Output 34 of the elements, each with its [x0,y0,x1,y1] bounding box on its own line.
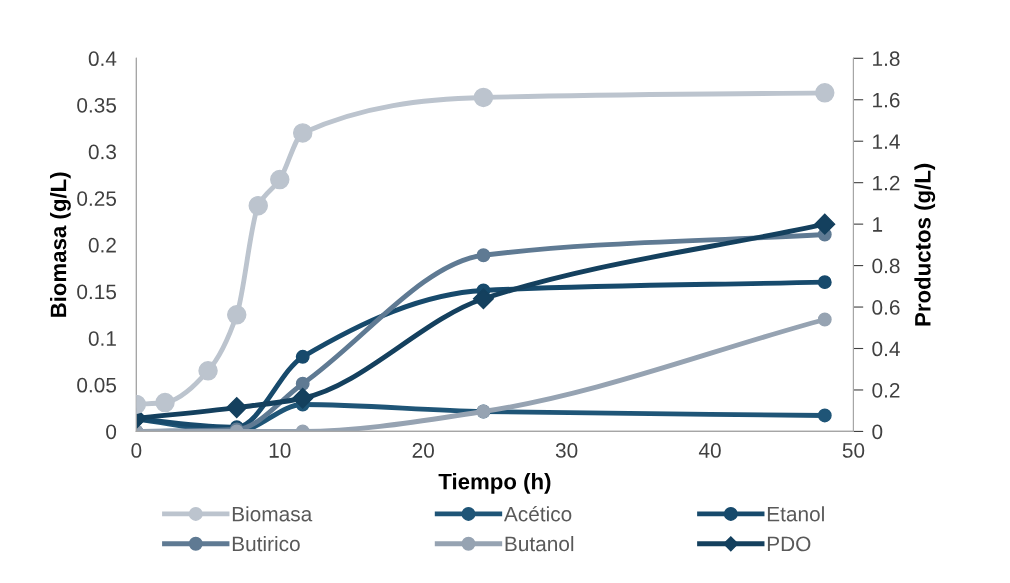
x-tick-label: 0 [131,443,142,458]
x-axis-title: Tiempo (h) [438,473,551,494]
y-tick-label: 0.2 [88,237,116,253]
x-tick-label: 10 [269,443,291,458]
y-tick-label: 0.3 [88,144,116,160]
legend-label: Acético [503,505,572,522]
legend-label: Biomasa [232,506,313,522]
y-tick-label: 0.05 [77,377,117,393]
y2-tick-label: 1.2 [873,175,900,191]
y2-axis-title: Productos (g/L) [914,163,936,326]
y2-tick-label: 1.4 [873,134,900,149]
y2-tick-label: 1.8 [873,51,900,67]
x-tick-label: 20 [412,443,434,458]
y-tick-label: 0.35 [77,97,117,113]
legend-label: Etanol [767,506,824,522]
legend-label: Butirico [232,535,300,552]
x-tick-label: 30 [555,443,578,458]
x-tick-label: 50 [842,443,865,458]
x-tick-label: 40 [698,443,721,458]
y2-tick-label: 0.6 [872,300,900,315]
y2-tick-label: 0 [872,424,883,440]
y2-tick-label: 0.4 [872,341,900,357]
y-tick-label: 0.4 [88,51,117,67]
legend-label: PDO [767,536,811,552]
y2-tick-label: 0.8 [872,258,900,274]
y-tick-label: 0.25 [77,191,117,206]
y-tick-label: 0.15 [77,284,117,300]
y2-tick-label: 1.6 [873,92,900,108]
y2-tick-label: 0.2 [872,382,900,398]
legend-label: Butanol [505,535,574,552]
y2-tick-label: 1 [873,217,883,232]
y-axis-title: Biomasa (g/L) [49,172,71,317]
y-tick-label: 0.1 [88,331,116,346]
y-tick-label: 0 [106,424,117,440]
